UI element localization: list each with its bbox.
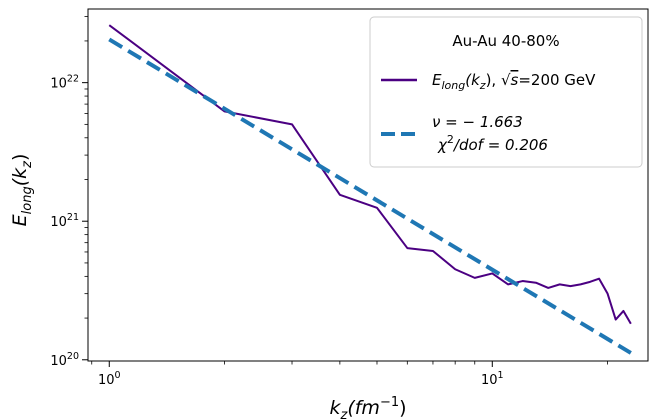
y-tick-label: 1020 — [50, 351, 79, 369]
legend-label-nu: ν = − 1.663 — [432, 113, 523, 131]
y-tick-label: 1021 — [50, 212, 79, 230]
legend-label-elong: Elong(kz), √s=200 GeV — [432, 71, 596, 92]
y-tick-label: 1022 — [50, 74, 79, 92]
x-axis-label: kz(fm−1) — [329, 395, 406, 419]
elong-series-line — [108, 24, 632, 325]
plot-frame — [87, 8, 649, 362]
legend-box — [369, 16, 643, 168]
legend-title: Au-Au 40-80% — [452, 32, 559, 50]
legend-label-chi2: χ2/dof = 0.206 — [437, 133, 548, 154]
ticks-layer: 100 101 1020 1021 1022 — [50, 16, 608, 388]
y-axis-label: Elong(kz) — [9, 154, 35, 227]
x-tick-label: 100 — [98, 370, 121, 388]
legend: Au-Au 40-80% Elong(kz), √s=200 GeV ν = −… — [369, 16, 643, 168]
series-layer — [108, 24, 632, 355]
fit-line-dashed — [108, 37, 632, 355]
x-tick-label: 101 — [481, 370, 504, 388]
